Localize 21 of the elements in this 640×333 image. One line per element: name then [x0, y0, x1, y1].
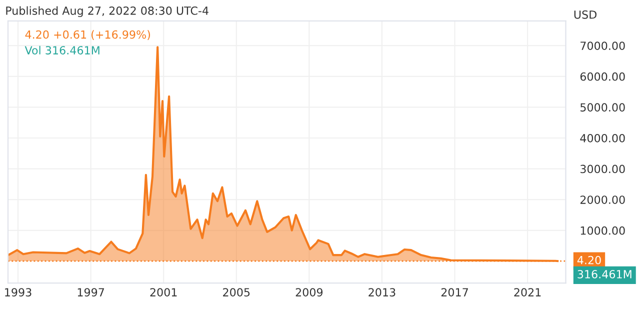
- x-tick-label: 2017: [441, 288, 468, 297]
- ref-line-label: 4.20: [577, 256, 601, 264]
- x-tick-label: 2013: [368, 288, 396, 297]
- x-tick-label: 1997: [78, 288, 104, 297]
- y-tick-label: 2000.00: [580, 196, 625, 204]
- text: 316.461M: [578, 270, 632, 278]
- annotation: 4.20 +0.61 (+16.99%): [25, 30, 150, 40]
- y-tick-label: 7000.00: [580, 42, 625, 50]
- y-tick-label: 3000.00: [580, 164, 625, 174]
- x-tick-label: 2021: [514, 288, 541, 297]
- x-tick-label: 2009: [296, 288, 323, 297]
- y-tick-label: 6000.00: [580, 72, 625, 81]
- y-tick-label: 4000.00: [580, 134, 625, 142]
- y-tick-label: 5000.00: [580, 103, 625, 112]
- x-tick-label: 1993: [5, 288, 32, 297]
- chart-title: Published Aug 27, 2022 08:30 UTC-4: [6, 6, 208, 18]
- y-tick-label: 1000.00: [580, 226, 625, 235]
- x-tick-label: 2001: [150, 288, 177, 297]
- annotation: Vol 316.461M: [24, 46, 100, 54]
- x-tick-label: 2005: [223, 288, 250, 297]
- y-axis-title: USD: [574, 10, 596, 19]
